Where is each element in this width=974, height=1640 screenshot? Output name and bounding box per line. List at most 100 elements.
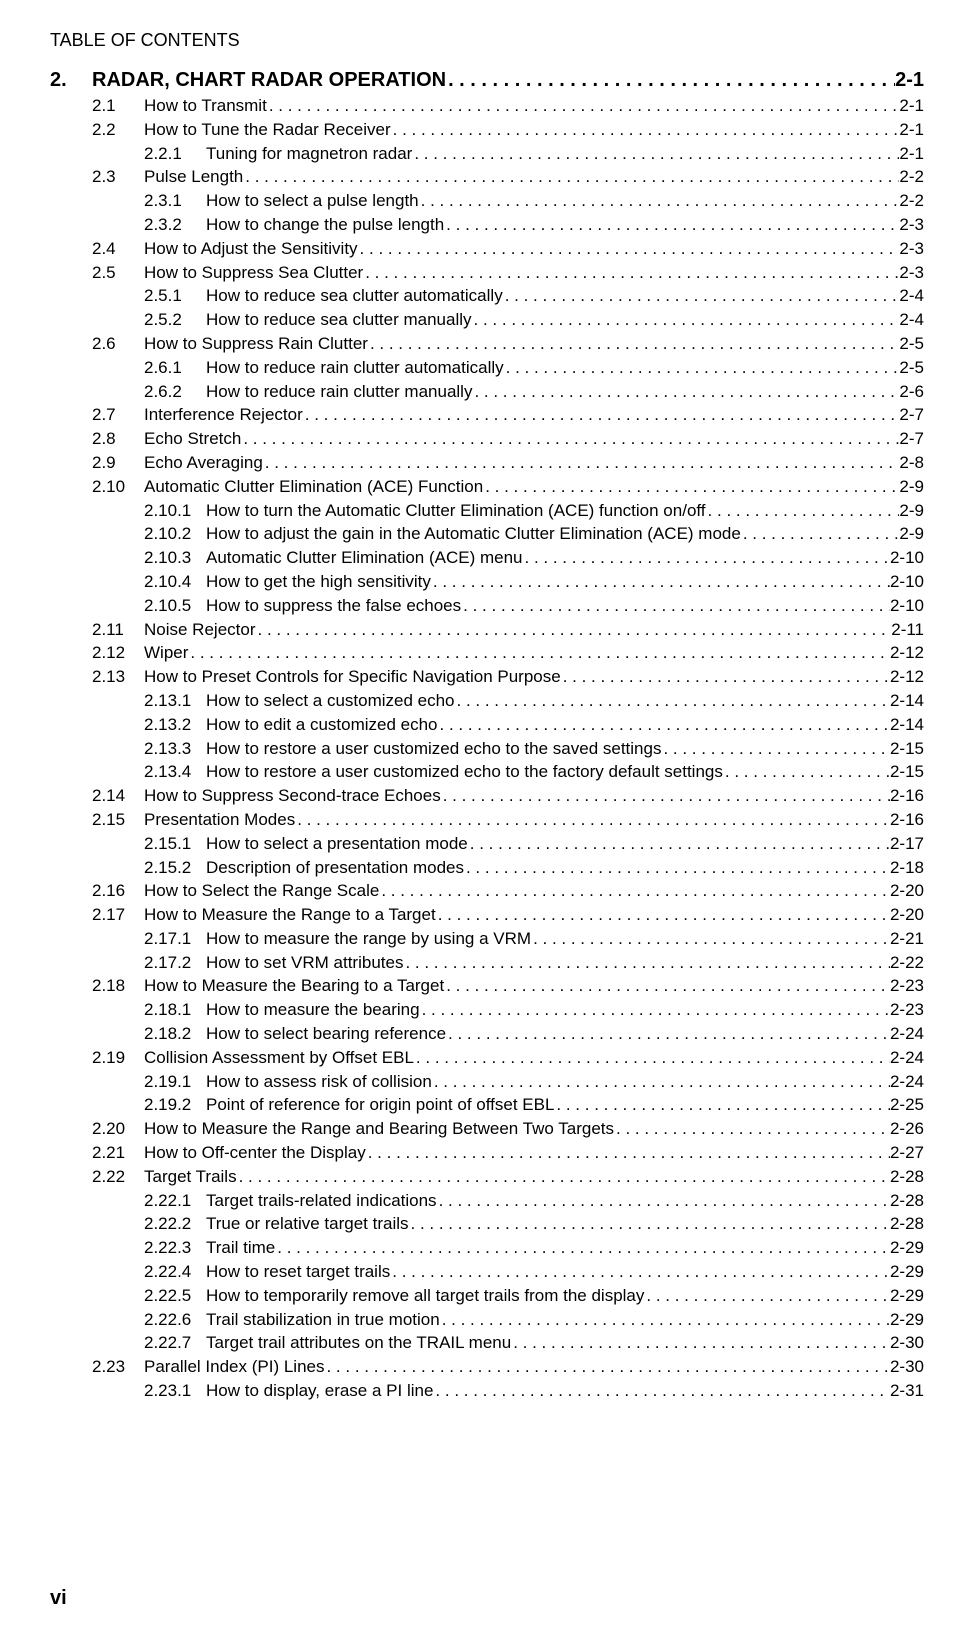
dot-leader: . . . . . . . . . . . . . . . . . . . . … — [461, 594, 890, 618]
subsection-title: How to edit a customized echo — [206, 713, 438, 737]
dot-leader: . . . . . . . . . . . . . . . . . . . . … — [409, 1212, 890, 1236]
dot-leader: . . . . . . . . . . . . . . . . . . . . … — [472, 308, 900, 332]
section-title: How to Preset Controls for Specific Navi… — [144, 665, 561, 689]
subsection-number: 2.17.2 — [144, 951, 206, 975]
section-number: 2.3 — [92, 165, 144, 189]
subsection-page: 2-29 — [890, 1236, 924, 1260]
subsection-line: 2.15.2Description of presentation modes.… — [144, 856, 924, 880]
section-title: How to Suppress Second-trace Echoes — [144, 784, 441, 808]
dot-leader: . . . . . . . . . . . . . . . . . . . . … — [390, 1260, 890, 1284]
section-title: Parallel Index (PI) Lines — [144, 1355, 324, 1379]
subsection-title: How to select a presentation mode — [206, 832, 468, 856]
section-title: How to Off-center the Display — [144, 1141, 366, 1165]
section-title: Echo Averaging — [144, 451, 263, 475]
section-number: 2.12 — [92, 641, 144, 665]
section-title: How to Adjust the Sensitivity — [144, 237, 358, 261]
section-number: 2.19 — [92, 1046, 144, 1070]
section-number: 2.5 — [92, 261, 144, 285]
subsection-number: 2.10.1 — [144, 499, 206, 523]
subsection-title: Target trail attributes on the TRAIL men… — [206, 1331, 511, 1355]
subsection-title: How to reduce sea clutter automatically — [206, 284, 503, 308]
section-line: 2.13How to Preset Controls for Specific … — [92, 665, 924, 689]
section-page: 2-1 — [899, 118, 924, 142]
subsection-number: 2.22.7 — [144, 1331, 206, 1355]
subsection-page: 2-28 — [890, 1212, 924, 1236]
subsection-number: 2.22.4 — [144, 1260, 206, 1284]
section-number: 2.9 — [92, 451, 144, 475]
subsection-title: Point of reference for origin point of o… — [206, 1093, 554, 1117]
subsection-page: 2-10 — [890, 594, 924, 618]
section-line: 2.3Pulse Length. . . . . . . . . . . . .… — [92, 165, 924, 189]
dot-leader: . . . . . . . . . . . . . . . . . . . . … — [446, 1022, 890, 1046]
dot-leader: . . . . . . . . . . . . . . . . . . . . … — [504, 356, 900, 380]
subsection-page: 2-9 — [899, 499, 924, 523]
section-number: 2.18 — [92, 974, 144, 998]
subsection-page: 2-14 — [890, 713, 924, 737]
dot-leader: . . . . . . . . . . . . . . . . . . . . … — [243, 165, 899, 189]
subsection-number: 2.2.1 — [144, 142, 206, 166]
subsection-line: 2.10.2How to adjust the gain in the Auto… — [144, 522, 924, 546]
section-number: 2.10 — [92, 475, 144, 499]
subsection-title: How to restore a user customized echo to… — [206, 760, 723, 784]
subsection-page: 2-10 — [890, 570, 924, 594]
section-page: 2-30 — [890, 1355, 924, 1379]
dot-leader: . . . . . . . . . . . . . . . . . . . . … — [237, 1165, 890, 1189]
subsection-page: 2-1 — [899, 142, 924, 166]
dot-leader: . . . . . . . . . . . . . . . . . . . . … — [503, 284, 900, 308]
dot-leader: . . . . . . . . . . . . . . . . . . . . … — [614, 1117, 890, 1141]
section-page: 2-2 — [899, 165, 924, 189]
dot-leader: . . . . . . . . . . . . . . . . . . . . … — [561, 665, 890, 689]
subsection-title: How to reduce sea clutter manually — [206, 308, 472, 332]
subsection-number: 2.15.2 — [144, 856, 206, 880]
subsection-title: How to select bearing reference — [206, 1022, 446, 1046]
section-number: 2.13 — [92, 665, 144, 689]
subsection-page: 2-24 — [890, 1022, 924, 1046]
section-title: How to Suppress Rain Clutter — [144, 332, 368, 356]
dot-leader: . . . . . . . . . . . . . . . . . . . . … — [523, 546, 890, 570]
subsection-line: 2.22.3Trail time. . . . . . . . . . . . … — [144, 1236, 924, 1260]
dot-leader: . . . . . . . . . . . . . . . . . . . . … — [531, 927, 890, 951]
section-number: 2.11 — [92, 618, 144, 642]
subsection-page: 2-18 — [890, 856, 924, 880]
subsection-page: 2-31 — [890, 1379, 924, 1403]
subsection-line: 2.22.1Target trails-related indications.… — [144, 1189, 924, 1213]
subsection-title: How to select a customized echo — [206, 689, 455, 713]
section-page: 2-20 — [890, 903, 924, 927]
section-page: 2-16 — [890, 784, 924, 808]
dot-leader: . . . . . . . . . . . . . . . . . . . . … — [241, 427, 899, 451]
section-page: 2-24 — [890, 1046, 924, 1070]
subsection-title: How to measure the range by using a VRM — [206, 927, 531, 951]
dot-leader: . . . . . . . . . . . . . . . . . . . . … — [455, 689, 890, 713]
subsection-line: 2.19.1How to assess risk of collision . … — [144, 1070, 924, 1094]
subsection-number: 2.6.2 — [144, 380, 206, 404]
subsection-line: 2.10.4How to get the high sensitivity. .… — [144, 570, 924, 594]
subsection-line: 2.3.1How to select a pulse length. . . .… — [144, 189, 924, 213]
section-title: Collision Assessment by Offset EBL — [144, 1046, 414, 1070]
subsection-page: 2-29 — [890, 1260, 924, 1284]
subsection-line: 2.13.4How to restore a user customized e… — [144, 760, 924, 784]
subsection-page: 2-5 — [899, 356, 924, 380]
subsection-title: How to assess risk of collision — [206, 1070, 432, 1094]
subsection-line: 2.3.2How to change the pulse length. . .… — [144, 213, 924, 237]
subsection-line: 2.22.7Target trail attributes on the TRA… — [144, 1331, 924, 1355]
section-page: 2-5 — [899, 332, 924, 356]
subsection-title: How to display, erase a PI line — [206, 1379, 433, 1403]
section-title: Noise Rejector — [144, 618, 256, 642]
section-title: How to Tune the Radar Receiver — [144, 118, 391, 142]
dot-leader: . . . . . . . . . . . . . . . . . . . . … — [444, 974, 890, 998]
section-line: 2.19Collision Assessment by Offset EBL. … — [92, 1046, 924, 1070]
subsection-number: 2.15.1 — [144, 832, 206, 856]
dot-leader: . . . . . . . . . . . . . . . . . . . . … — [358, 237, 900, 261]
subsection-number: 2.18.2 — [144, 1022, 206, 1046]
dot-leader: . . . . . . . . . . . . . . . . . . . . … — [403, 951, 890, 975]
dot-leader: . . . . . . . . . . . . . . . . . . . . … — [723, 760, 890, 784]
subsection-title: How to get the high sensitivity — [206, 570, 431, 594]
section-title: Target Trails — [144, 1165, 237, 1189]
dot-leader: . . . . . . . . . . . . . . . . . . . . … — [464, 856, 890, 880]
subsection-page: 2-24 — [890, 1070, 924, 1094]
subsection-page: 2-29 — [890, 1284, 924, 1308]
section-line: 2.6How to Suppress Rain Clutter. . . . .… — [92, 332, 924, 356]
section-line: 2.5How to Suppress Sea Clutter. . . . . … — [92, 261, 924, 285]
section-line: 2.1How to Transmit. . . . . . . . . . . … — [92, 94, 924, 118]
section-title: How to Transmit — [144, 94, 267, 118]
